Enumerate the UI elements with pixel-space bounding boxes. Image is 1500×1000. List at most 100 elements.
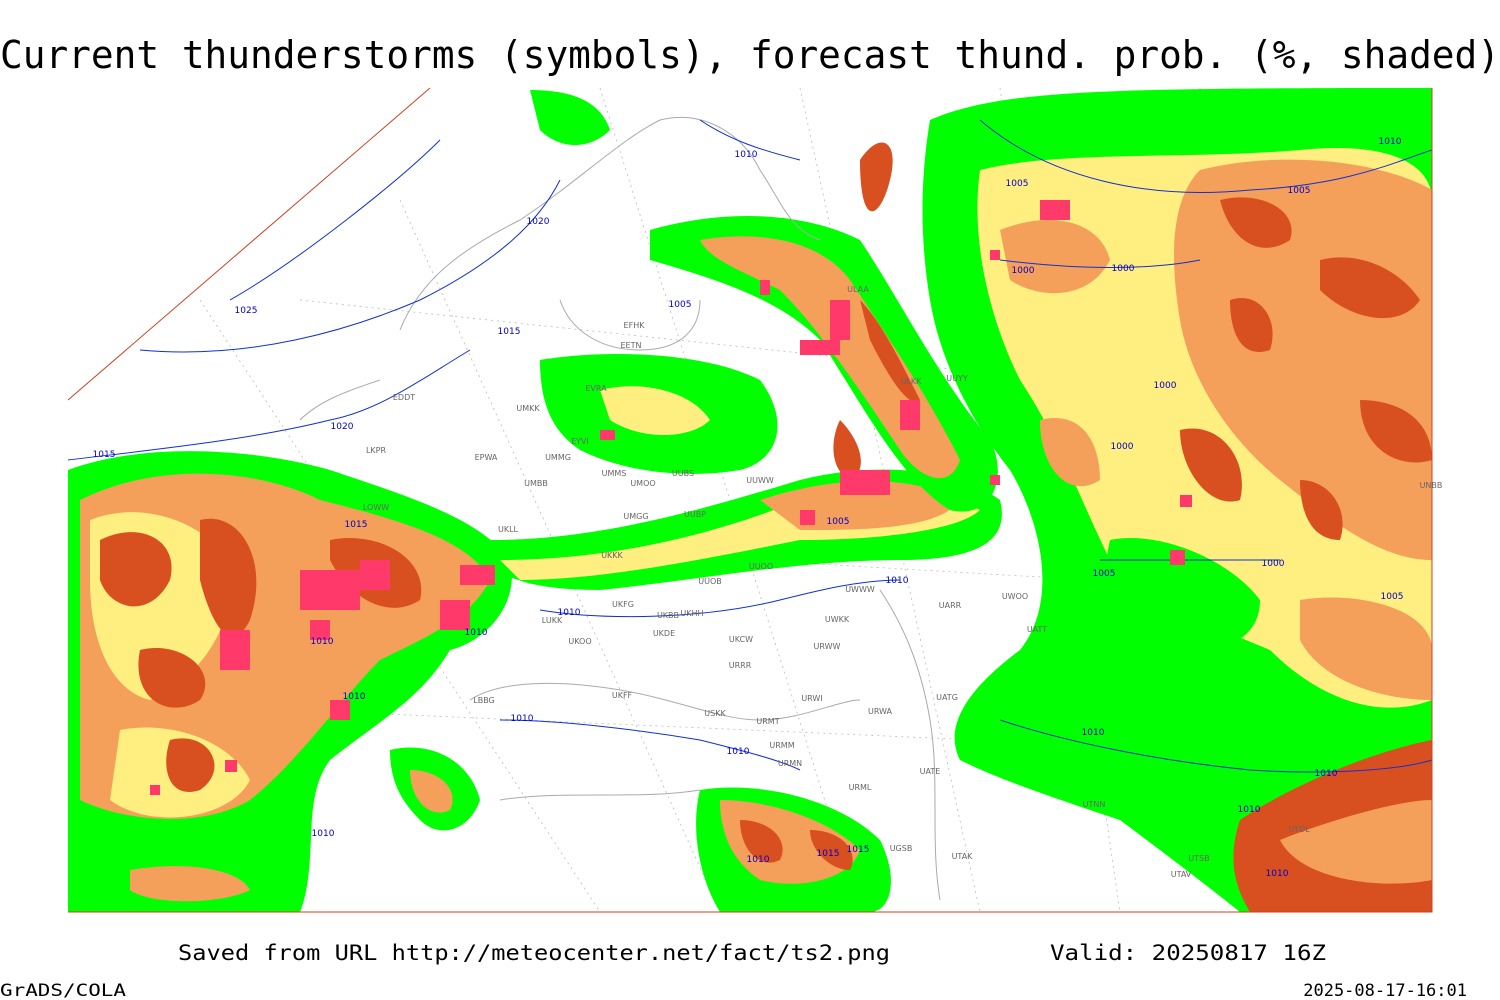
station-label: UGSB [890, 844, 913, 853]
station-label: LOWW [363, 503, 389, 512]
isobar-label: 1000 [1112, 264, 1135, 274]
station-label: UMKK [516, 404, 540, 413]
timestamp: 2025-08-17-16:01 [1303, 981, 1467, 1000]
station-label: UATT [1027, 625, 1047, 634]
isobar-label: 1005 [1381, 592, 1404, 602]
station-label: LBBG [473, 696, 495, 705]
software: GrADS/COLA [0, 981, 126, 1000]
station-label: UMGG [623, 512, 648, 521]
station-label: EPWA [475, 453, 498, 462]
station-label: LKPR [366, 446, 387, 455]
station-label: URWI [801, 694, 822, 703]
isobar-label: 1005 [1288, 186, 1311, 196]
station-label: UUBP [684, 510, 706, 519]
station-label: URMN [778, 759, 802, 768]
isobar-label: 1010 [1238, 805, 1261, 815]
station-label: UTAV [1171, 870, 1192, 879]
isobar-label: 1005 [827, 517, 850, 527]
isobar-label: 1000 [1154, 381, 1177, 391]
station-label: UKFG [612, 600, 634, 609]
station-label: UARR [939, 601, 962, 610]
isobar-label: 1010 [727, 747, 750, 757]
isobar-label: 1010 [735, 150, 758, 160]
station-label: UKBB [657, 611, 679, 620]
station-label: URMM [769, 741, 794, 750]
isobar-label: 1010 [1315, 769, 1338, 779]
station-label: EDDT [393, 393, 415, 402]
isobar-label: 1000 [1262, 559, 1285, 569]
station-label: UTDL [1288, 825, 1310, 834]
isobar-label: 1010 [343, 692, 366, 702]
isobar-label: 1010 [311, 637, 334, 647]
station-label: UKKK [601, 551, 623, 560]
station-label: UKHH [680, 609, 703, 618]
station-label: UATG [936, 693, 958, 702]
station-label: UWOO [1002, 592, 1028, 601]
station-label: UNBB [1420, 481, 1443, 490]
isobar-label: 1010 [1266, 869, 1289, 879]
isobar-label: 1000 [1012, 266, 1035, 276]
isobar-label: 1010 [558, 608, 581, 618]
shading [68, 88, 1432, 912]
station-label: EETN [621, 341, 642, 350]
station-label: UKOO [568, 637, 591, 646]
station-label: EFHK [624, 321, 646, 330]
isobar-label: 1005 [1093, 569, 1116, 579]
station-label: UMOO [630, 479, 655, 488]
station-label: UMMS [602, 469, 627, 478]
station-label: EYVI [571, 437, 589, 446]
isobar-label: 1020 [527, 217, 550, 227]
isobar-label: 1010 [1379, 137, 1402, 147]
map-frame [67, 87, 1433, 913]
map: 1010 1020 1025 1015 1020 1015 1015 1010 1010 1010… [67, 87, 1443, 913]
isobar-label: 1015 [847, 845, 870, 855]
station-label: UMMG [545, 453, 571, 462]
isobar-label: 1010 [312, 829, 335, 839]
station-label: UUOO [749, 562, 773, 571]
station-label: URWA [868, 707, 893, 716]
saved-url: Saved from URL http://meteocenter.net/fa… [178, 941, 890, 965]
station-label: ULKK [901, 377, 923, 386]
station-label: EVRA [585, 384, 607, 393]
station-label: URWW [814, 642, 841, 651]
station-label: UKCW [729, 635, 753, 644]
station-label: LUKK [542, 616, 563, 625]
station-label: UWWW [845, 585, 875, 594]
map-labels: 1010 1020 1025 1015 1020 1015 1015 1010 1010 1010… [93, 137, 1443, 879]
isobar-label: 1010 [886, 576, 909, 586]
station-label: UUOB [698, 577, 722, 586]
isobar-label: 1015 [93, 450, 116, 460]
station-label: URMT [756, 717, 779, 726]
station-label: UUWW [746, 476, 774, 485]
isobar-label: 1010 [1082, 728, 1105, 738]
station-label: UKDE [653, 629, 675, 638]
valid-time: Valid: 20250817 16Z [1050, 941, 1326, 965]
station-label: URRR [729, 661, 752, 670]
station-label: UUBS [672, 469, 694, 478]
station-label: UTAK [952, 852, 974, 861]
station-label: UTSB [1188, 854, 1209, 863]
isobar-label: 1005 [1006, 179, 1029, 189]
station-label: UTNN [1083, 800, 1106, 809]
station-label: UKFF [612, 691, 633, 700]
station-label: ULAA [847, 285, 869, 294]
isobar-label: 1000 [1111, 442, 1134, 452]
isobar-label: 1010 [511, 714, 534, 724]
station-label: USKK [704, 709, 726, 718]
isobar-label: 1020 [331, 422, 354, 432]
station-label: UUYY [946, 374, 968, 383]
title: Current thunderstorms (symbols), forecas… [0, 33, 1500, 77]
isobar-label: 1015 [817, 849, 840, 859]
isobar-label: 1005 [669, 300, 692, 310]
isobar-label: 1015 [498, 327, 521, 337]
isobar-label: 1015 [345, 520, 368, 530]
isobar-label: 1010 [465, 628, 488, 638]
isobar-label: 1010 [747, 855, 770, 865]
isobar-label: 1025 [235, 306, 258, 316]
station-label: URML [849, 783, 872, 792]
station-label: UMBB [524, 479, 548, 488]
station-label: UWKK [825, 615, 850, 624]
station-label: UATE [920, 767, 941, 776]
